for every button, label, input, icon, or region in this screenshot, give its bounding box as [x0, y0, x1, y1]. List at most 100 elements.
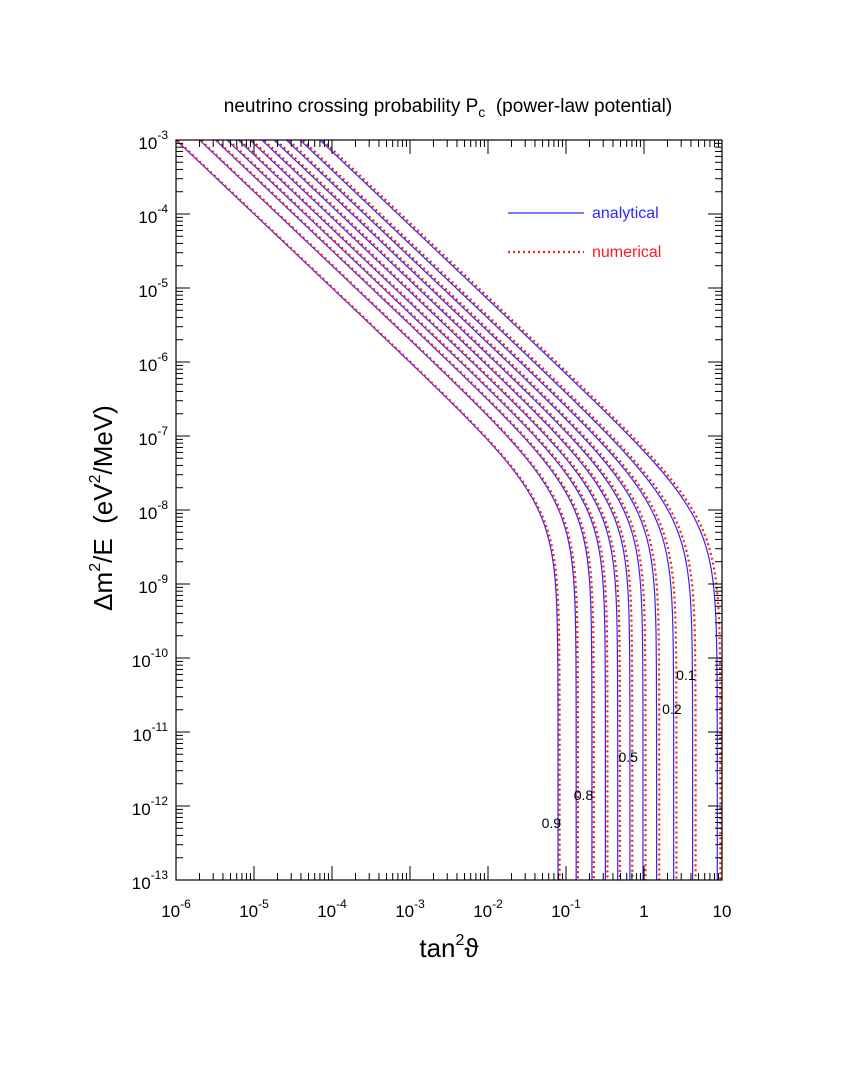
chart-title-tail: (power-law potential) — [485, 96, 672, 117]
curve-group — [175, 139, 722, 881]
y-tick-label: 10-7 — [138, 424, 168, 449]
y-tick-base: 10 — [138, 430, 157, 449]
x-tick-base: 10 — [239, 902, 258, 921]
x-tick-label: 10-3 — [395, 897, 425, 921]
numerical-curve — [288, 139, 678, 881]
x-tick-exp: -5 — [258, 897, 269, 911]
curve-label: 0.5 — [618, 749, 638, 765]
tick-labels: 10-6 10-5 10-4 10-3 10-2 10-1 1 1010-310-410-51… — [132, 128, 732, 921]
y-tick-label: 10-13 — [132, 868, 169, 893]
x-tick-exp: -1 — [570, 897, 581, 911]
x-axis-label-sup: 2 — [456, 932, 465, 949]
y-tick-exp: -12 — [151, 794, 169, 808]
analytical-curve — [237, 139, 619, 880]
x-tick-label: 10-5 — [239, 897, 269, 921]
curve-label: 0.9 — [542, 815, 562, 831]
x-tick-exp: -2 — [492, 897, 503, 911]
x-tick-exp: -6 — [180, 897, 191, 911]
analytical-curve — [214, 139, 593, 880]
y-tick-label: 10-5 — [138, 276, 168, 301]
curve-labels: 0.9 0.8 0.5 0.2 0.1 — [542, 667, 696, 831]
y-axis-label-p0: Δm — [88, 572, 118, 611]
y-tick-label: 10-11 — [133, 720, 169, 745]
y-axis-label-p1: 2 — [87, 563, 104, 572]
y-tick-exp: -5 — [157, 276, 168, 290]
x-tick-label: 10 — [713, 902, 732, 921]
numerical-curve — [239, 139, 621, 881]
y-tick-label: 10-10 — [132, 646, 169, 671]
y-tick-exp: -3 — [157, 128, 168, 142]
numerical-curve — [216, 139, 595, 881]
x-tick-exp: -3 — [414, 897, 425, 911]
y-tick-label: 10-9 — [138, 572, 168, 597]
analytical-curve — [285, 139, 675, 880]
legend: analytical numerical — [508, 205, 661, 261]
x-tick-exp: -4 — [336, 897, 347, 911]
y-tick-base: 10 — [132, 874, 151, 893]
x-tick-base: 10 — [161, 902, 180, 921]
plot-frame — [175, 139, 723, 881]
y-tick-label: 10-4 — [138, 202, 168, 227]
analytical-curve — [319, 139, 718, 880]
y-tick-label: 10-3 — [138, 128, 168, 153]
y-tick-exp: -10 — [151, 646, 169, 660]
y-tick-exp: -8 — [157, 498, 168, 512]
analytical-curve — [175, 139, 559, 880]
y-axis-label-p2: /E (eV — [88, 483, 118, 563]
y-tick-exp: -11 — [152, 720, 169, 734]
x-tick-base: 10 — [713, 902, 732, 921]
y-tick-exp: -4 — [157, 202, 168, 216]
y-tick-exp: -6 — [157, 350, 168, 364]
axis-ticks — [175, 140, 722, 881]
x-axis-label: tan2ϑ — [419, 932, 479, 963]
chart-title-main: neutrino crossing probability P — [224, 96, 479, 117]
x-tick-base: 10 — [551, 902, 570, 921]
analytical-curve — [299, 139, 694, 880]
y-tick-exp: -7 — [157, 424, 168, 438]
x-tick-base: 10 — [473, 902, 492, 921]
curve-label: 0.8 — [574, 787, 594, 803]
x-tick-base: 1 — [639, 902, 648, 921]
x-tick-base: 10 — [395, 902, 414, 921]
y-tick-base: 10 — [138, 208, 157, 227]
numerical-curve — [322, 139, 722, 881]
y-tick-base: 10 — [132, 652, 151, 671]
y-tick-base: 10 — [138, 356, 157, 375]
chart-title: neutrino crossing probability Pc (power-… — [224, 96, 672, 120]
x-tick-label: 10-2 — [473, 897, 503, 921]
y-axis-label: Δm2/E (eV2/MeV) — [87, 405, 118, 611]
y-axis-label-p3: 2 — [87, 474, 104, 483]
x-tick-label: 10-1 — [551, 897, 581, 921]
y-tick-base: 10 — [133, 726, 152, 745]
analytical-curve — [249, 139, 631, 880]
y-tick-base: 10 — [138, 282, 157, 301]
curve-label: 0.2 — [662, 701, 682, 717]
y-tick-label: 10-6 — [138, 350, 168, 375]
chart-title-sub: c — [478, 104, 485, 120]
legend-analytical-label: analytical — [592, 205, 659, 222]
y-tick-base: 10 — [138, 578, 157, 597]
x-axis-label-main: tan — [419, 933, 455, 963]
y-tick-exp: -13 — [151, 868, 169, 882]
analytical-curve — [226, 139, 606, 880]
analytical-curve — [199, 139, 577, 880]
curve-label: 0.1 — [676, 667, 696, 683]
x-tick-base: 10 — [317, 902, 336, 921]
analytical-curve — [273, 139, 658, 880]
y-tick-base: 10 — [132, 800, 151, 819]
y-tick-base: 10 — [138, 504, 157, 523]
x-axis-label-tail: ϑ — [464, 933, 479, 963]
x-tick-label: 1 — [639, 902, 648, 921]
numerical-curve — [200, 139, 580, 881]
legend-numerical-label: numerical — [592, 244, 661, 261]
y-tick-label: 10-8 — [138, 498, 168, 523]
y-tick-base: 10 — [138, 134, 157, 153]
y-tick-label: 10-12 — [132, 794, 169, 819]
y-tick-exp: -9 — [157, 572, 168, 586]
numerical-curve — [263, 139, 647, 881]
x-tick-label: 10-4 — [317, 897, 347, 921]
x-tick-label: 10-6 — [161, 897, 191, 921]
numerical-curve — [228, 139, 609, 881]
y-axis-label-p4: /MeV) — [88, 405, 118, 474]
